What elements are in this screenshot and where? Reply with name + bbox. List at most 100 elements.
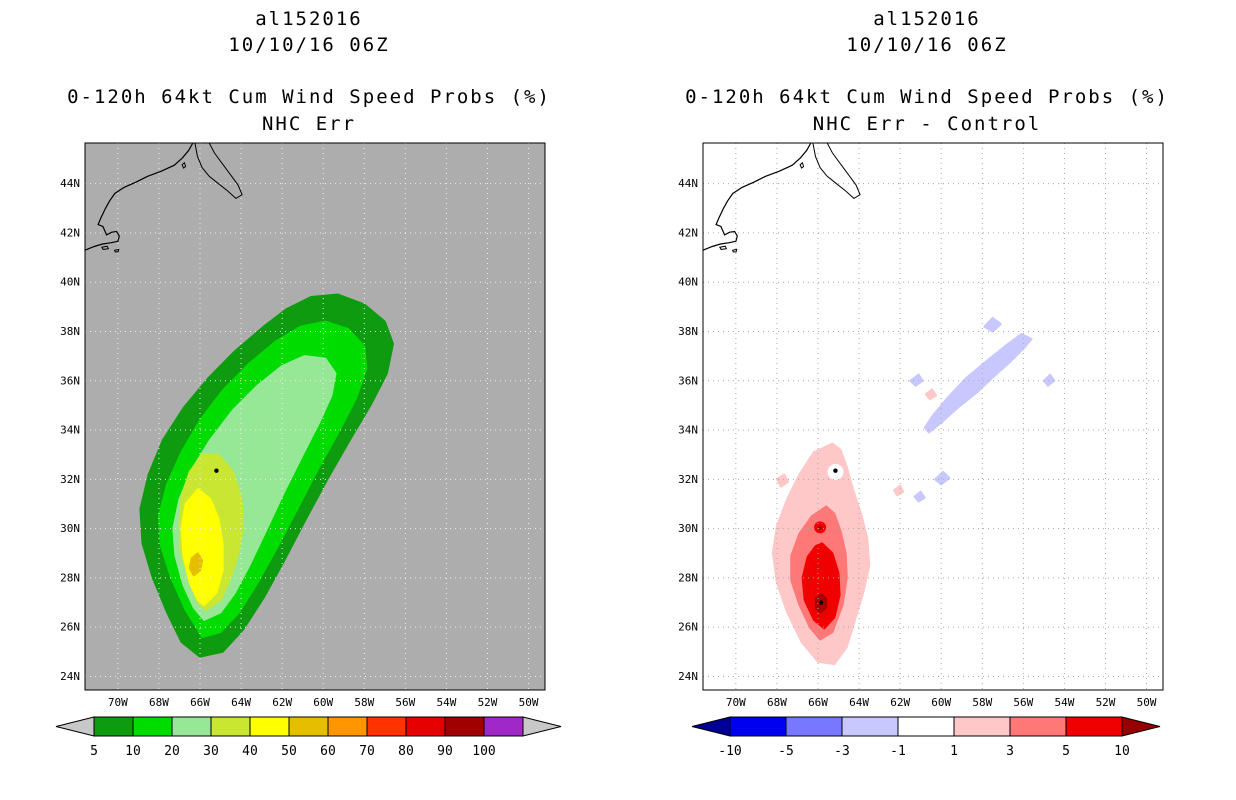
- product-subtitle: 0-120h 64kt Cum Wind Speed Probs (%): [67, 86, 551, 108]
- panel-difference: al152016 10/10/16 06Z 0-120h 64kt Cum Wi…: [618, 0, 1236, 800]
- lon-tick-label: 70W: [108, 696, 128, 709]
- storm-marker: [214, 468, 219, 473]
- island-coastline: [101, 245, 110, 250]
- lat-tick-label: 26N: [60, 621, 80, 634]
- colorbar-segment: [93, 716, 134, 737]
- island-coastline: [194, 142, 243, 200]
- panel-wind-prob: al152016 10/10/16 06Z 0-120h 64kt Cum Wi…: [55, 8, 562, 759]
- colorbar-segment: [897, 716, 955, 737]
- colorbar-segment: [1065, 716, 1123, 737]
- colorbar-tick-label: 5: [90, 744, 98, 759]
- storm-id-title: al152016: [873, 8, 981, 30]
- colorbar-tick-label: 60: [320, 744, 336, 759]
- coastline: [84, 142, 194, 251]
- lat-tick-label: 36N: [678, 374, 698, 387]
- lat-tick-label: 28N: [60, 571, 80, 584]
- lat-tick-label: 44N: [60, 177, 80, 190]
- lon-tick-label: 70W: [726, 696, 746, 709]
- colorbar-segment: [171, 716, 212, 737]
- coastline: [702, 142, 812, 251]
- init-time-title: 10/10/16 06Z: [228, 34, 390, 56]
- lat-tick-label: 32N: [60, 473, 80, 486]
- island-coastline: [812, 142, 861, 200]
- lon-tick-label: 56W: [395, 696, 415, 709]
- lat-tick-label: 42N: [60, 226, 80, 239]
- colorbar-tick-label: 5: [1062, 744, 1070, 759]
- lat-tick-label: 40N: [60, 276, 80, 289]
- wind-prob-map: 44N 42N 40N 38N 36N 34N 32N 30N 28N 26N 24N 70W 68W 6…: [60, 142, 546, 709]
- colorbar-segment: [288, 716, 329, 737]
- colorbar-tick-label: 80: [398, 744, 414, 759]
- lat-tick-label: 30N: [678, 522, 698, 535]
- contour-m1_b: [983, 316, 1002, 333]
- product-subtitle: 0-120h 64kt Cum Wind Speed Probs (%): [685, 86, 1169, 108]
- colorbar-tick-label: -3: [834, 744, 850, 759]
- lat-tick-label: 34N: [678, 424, 698, 437]
- lat-tick-label: 28N: [678, 571, 698, 584]
- contour-p1_w: [775, 473, 790, 488]
- colorbar-arrow-right: [522, 716, 562, 737]
- island-coastline: [113, 248, 120, 253]
- colorbar-arrow-left: [55, 716, 95, 737]
- contour-p40: [180, 488, 224, 606]
- lon-tick-label: 64W: [231, 696, 251, 709]
- colorbar-tick-label: 70: [359, 744, 375, 759]
- colorbar-segment: [210, 716, 251, 737]
- colorbar-segment: [953, 716, 1011, 737]
- colorbar-tick-label: 20: [164, 744, 180, 759]
- lon-tick-label: 50W: [1137, 696, 1157, 709]
- contour-m1_band: [923, 333, 1033, 434]
- colorbar-tick-label: 90: [437, 744, 453, 759]
- colorbar-segment: [1009, 716, 1067, 737]
- colorbar-tick-label: 100: [472, 744, 495, 759]
- lon-tick-label: 62W: [272, 696, 292, 709]
- colorbar-tick-label: -1: [890, 744, 906, 759]
- lat-tick-label: 26N: [678, 621, 698, 634]
- lon-tick-label: 66W: [808, 696, 828, 709]
- contour-p50: [188, 552, 204, 577]
- model-subtitle: NHC Err: [261, 113, 357, 135]
- contour-m1_d: [934, 470, 951, 486]
- contour-spot: [817, 524, 823, 530]
- colorbar-tick-label: 3: [1006, 744, 1014, 759]
- colorbar-segment: [405, 716, 446, 737]
- lon-tick-label: 58W: [972, 696, 992, 709]
- contour-m1_c: [1042, 373, 1056, 387]
- map-frame: [702, 142, 1164, 691]
- colorbar-segment: [132, 716, 173, 737]
- colorbar-segment: [249, 716, 290, 737]
- storm-id-title: al152016: [255, 8, 363, 30]
- wind-prob-colorbar: 5 10 20 30 40 50 60 70 80 90 100: [55, 716, 562, 759]
- contour-p1_spk2: [893, 484, 905, 497]
- island-coastline: [731, 248, 738, 253]
- lon-tick-label: 60W: [931, 696, 951, 709]
- colorbar-segment: [483, 716, 524, 737]
- storm-marker: [818, 600, 824, 605]
- lon-tick-label: 66W: [190, 696, 210, 709]
- colorbar-arrow-left: [691, 716, 731, 737]
- lat-tick-label: 32N: [678, 473, 698, 486]
- colorbar-segment: [327, 716, 368, 737]
- contour-p1_spk1: [924, 388, 938, 401]
- lon-tick-label: 60W: [313, 696, 333, 709]
- colorbar-tick-label: 50: [281, 744, 297, 759]
- colorbar-tick-label: 1: [950, 744, 958, 759]
- model-subtitle: NHC Err - Control: [812, 113, 1042, 135]
- contour-m1_f: [909, 373, 924, 387]
- contour-p5: [801, 542, 841, 630]
- lat-tick-label: 30N: [60, 522, 80, 535]
- lon-tick-label: 50W: [519, 696, 539, 709]
- lon-tick-label: 56W: [1013, 696, 1033, 709]
- contour-m1_e: [913, 490, 926, 503]
- lon-tick-label: 54W: [1054, 696, 1074, 709]
- difference-map: 44N 42N 40N 38N 36N 34N 32N 30N 28N 26N 24N 70W 68W 6…: [678, 142, 1164, 709]
- storm-marker: [833, 468, 838, 473]
- lat-tick-label: 24N: [60, 670, 80, 683]
- colorbar-tick-label: 10: [125, 744, 141, 759]
- colorbar-tick-label: 30: [203, 744, 219, 759]
- lat-tick-label: 40N: [678, 276, 698, 289]
- island-coastline: [719, 245, 728, 250]
- colorbar-tick-label: -5: [778, 744, 794, 759]
- colorbar-segment: [366, 716, 407, 737]
